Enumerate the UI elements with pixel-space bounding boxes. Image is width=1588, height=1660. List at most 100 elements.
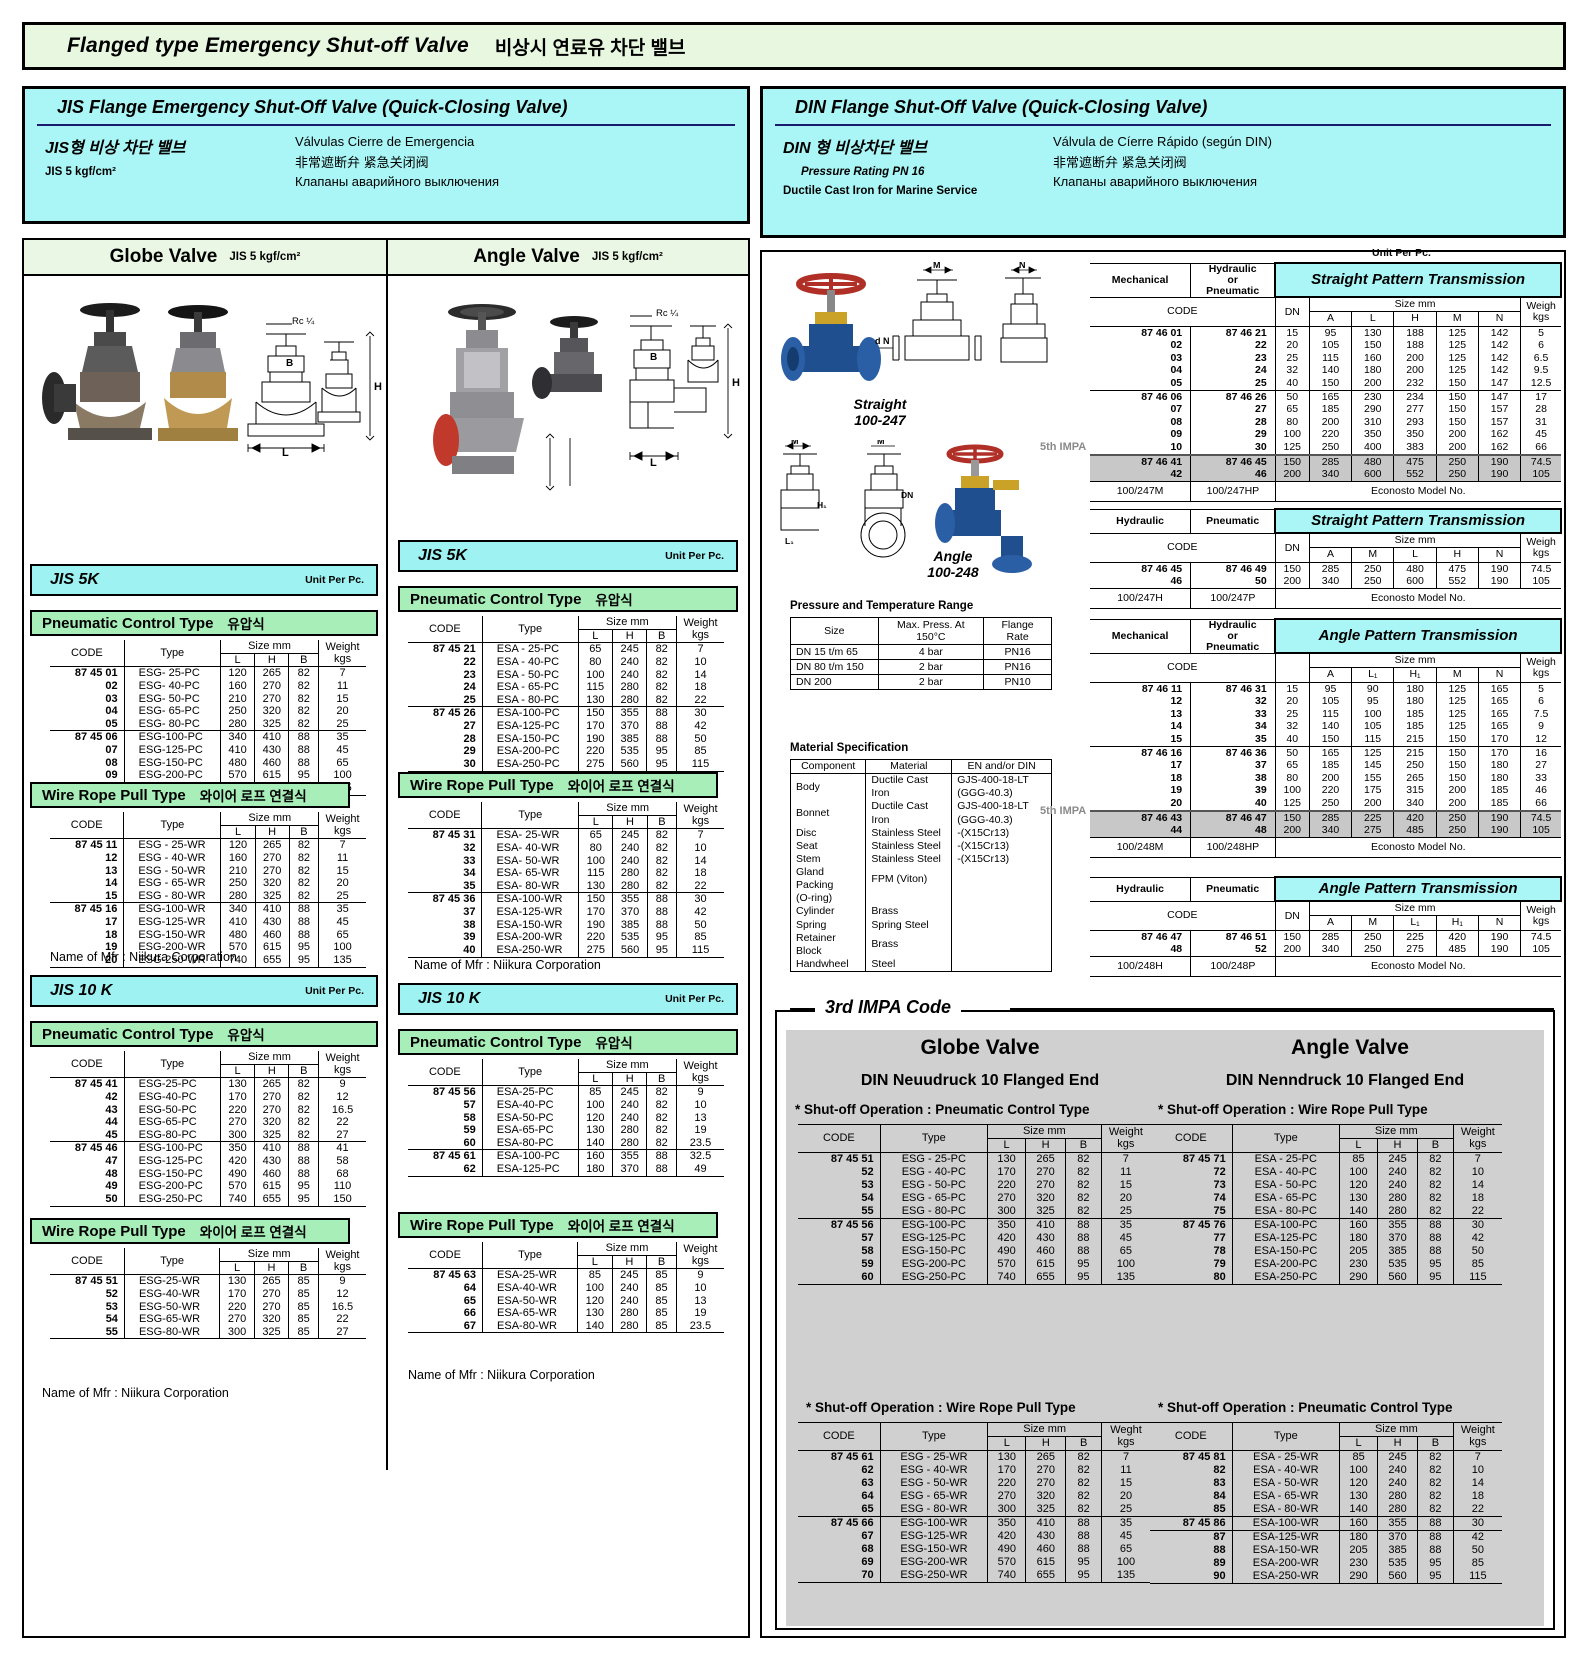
cell-L: 230 [1338,1257,1379,1271]
cell-H: 370 [1377,1529,1419,1544]
cell-code: 54 [798,1191,881,1205]
angle-jis10k-bar: JIS 10 K Unit Per Pc. [398,983,738,1015]
cell-dim: 285 [1308,453,1353,469]
cell-H: 240 [612,841,648,855]
cell-dim: 130 [1351,326,1395,340]
cell-dim: 157 [1477,403,1522,416]
jis-header-es: Válvulas Cierre de Emergencia [295,134,475,149]
cell-mech-code: 18 [1090,771,1192,785]
th-dim-N: N [1477,915,1522,931]
cell-dim: 165 [1308,745,1353,760]
cell-type: ESG-150-PC [879,1244,988,1258]
cell-B: 82 [646,1098,678,1112]
cell-L: 160 [577,1149,614,1164]
th-H: H [1025,1436,1067,1451]
cell-dim: 188 [1393,326,1437,340]
cell-code: 57 [798,1231,881,1245]
cell-mech-code: 19 [1090,784,1192,797]
cell-mech-code: 48 [1090,943,1192,957]
cell-weight: 17 [1520,389,1561,404]
cell-weight: 15 [1101,1476,1150,1490]
cell-weight: 13 [675,1294,724,1308]
din-row: 03 23 25 115 160 200 125 142 6.5 [1090,351,1561,365]
table-row: 40 ESA-250-WR 275 560 95 115 [408,944,724,958]
cell-ms: -(X15Cr13) [951,852,1052,866]
din-table-title: Angle Pattern Transmission [1274,617,1562,655]
cell-L: 130 [1338,1191,1379,1205]
din-table-title: Straight Pattern Transmission [1274,261,1562,299]
cell-L: 290 [1338,1270,1379,1285]
table-header-row: CODE Type Size mm Weight kgs [50,1248,366,1276]
table-row: 34 ESA- 65-WR 115 280 82 18 [408,867,724,880]
table-row: DN 80 t/m 150 2 bar PN16 [790,659,1052,675]
cell-type: ESA-200-PC [482,745,579,759]
angle-jis10k-label: JIS 10 K [418,990,481,1007]
cell-weight: 9.5 [1520,364,1561,378]
cell-ms [951,957,1052,972]
th-code: CODE [1150,1124,1233,1153]
cell-dim: 190 [1477,809,1522,825]
cell-dim: 150 [1351,339,1395,352]
din-subheader-row: CODE DN Size mm Weigh kgs [1090,533,1561,563]
cell-hyd-code: 87 46 45 [1190,453,1276,469]
cell-L: 740 [987,1568,1027,1583]
cell-type: ESA - 80-WR [1231,1502,1341,1517]
table-header-row: CODE Type Size mm Weight kgs [50,812,366,840]
impa-angle-sub: DIN Nenndruck 10 Flanged End [1225,1072,1465,1089]
cell-code: 75 [1150,1204,1233,1219]
cell-type: ESA-200-PC [1231,1257,1340,1271]
cell-weight: 7 [318,666,366,680]
cell-B: 82 [646,1085,678,1099]
cell-code: 90 [1150,1569,1233,1584]
th-B: B [1417,1138,1454,1153]
th-H: H [254,1064,290,1079]
angle-10k-wr-bar: Wire Rope Pull Type 와이어 로프 연결식 [398,1212,718,1238]
cell-B: 82 [1417,1191,1454,1205]
table-row: 65 ESA-50-WR 120 240 85 13 [408,1294,724,1308]
cell-B: 82 [1417,1450,1454,1464]
cell-B: 82 [1417,1489,1454,1503]
cell-dim: 142 [1477,326,1522,340]
cell-dim: 420 [1435,930,1479,944]
cell-code: 87 45 56 [408,1085,483,1099]
din-row: 15 35 40 150 115 215 150 170 12 [1090,733,1561,747]
table-row: 29 ESA-200-PC 220 535 95 85 [408,745,724,759]
cell-code: 79 [1150,1257,1233,1271]
cell-L: 290 [1339,1569,1379,1584]
cell-type: ESA-125-PC [482,1163,579,1177]
cell-H: 560 [612,944,648,958]
cell-code: 44 [50,1116,125,1129]
cell-B: 88 [1417,1231,1454,1245]
cell-H: 370 [612,906,648,919]
cell-B: 82 [646,841,678,855]
cell-B: 88 [1065,1244,1102,1258]
cell-pt: PN16 [983,644,1052,660]
cell-L: 230 [1339,1556,1379,1570]
cell-type: ESA - 50-PC [482,668,579,682]
cell-type: ESG - 50-WR [879,1476,989,1490]
cell-B: 88 [288,928,320,942]
cell-ms [951,866,1052,893]
cell-H: 270 [1025,1165,1067,1179]
table-row: 23 ESA - 50-PC 100 240 82 14 [408,668,724,682]
cell-hyd-code: 40 [1190,796,1276,811]
cell-dim: 147 [1477,377,1522,391]
cell-code: 69 [798,1555,881,1569]
angle-valve-rating: JIS 5 kgf/cm² [591,251,663,263]
cell-model-mech: 100/247H [1090,587,1192,609]
cell-hyd-code: 28 [1190,415,1276,429]
cell-dn: 32 [1274,720,1310,734]
cell-type: ESA - 80-PC [1231,1204,1340,1219]
table-row: 02 ESG- 40-PC 160 270 82 11 [50,679,366,693]
table-header-row: CODE Type Size mm Weight kgs [1150,1422,1502,1451]
din-header-box: DIN Flange Shut-Off Valve (Quick-Closing… [760,86,1566,238]
cell-type: ESA - 25-WR [1231,1450,1341,1464]
cell-code: 87 45 51 [798,1152,881,1166]
cell-ms: Body [789,773,867,801]
page-title-en: Flanged type Emergency Shut-off Valve [67,34,469,57]
cell-H: 655 [254,1193,290,1207]
cell-code: 87 45 76 [1150,1217,1233,1232]
cell-hyd-code: 23 [1190,351,1276,365]
